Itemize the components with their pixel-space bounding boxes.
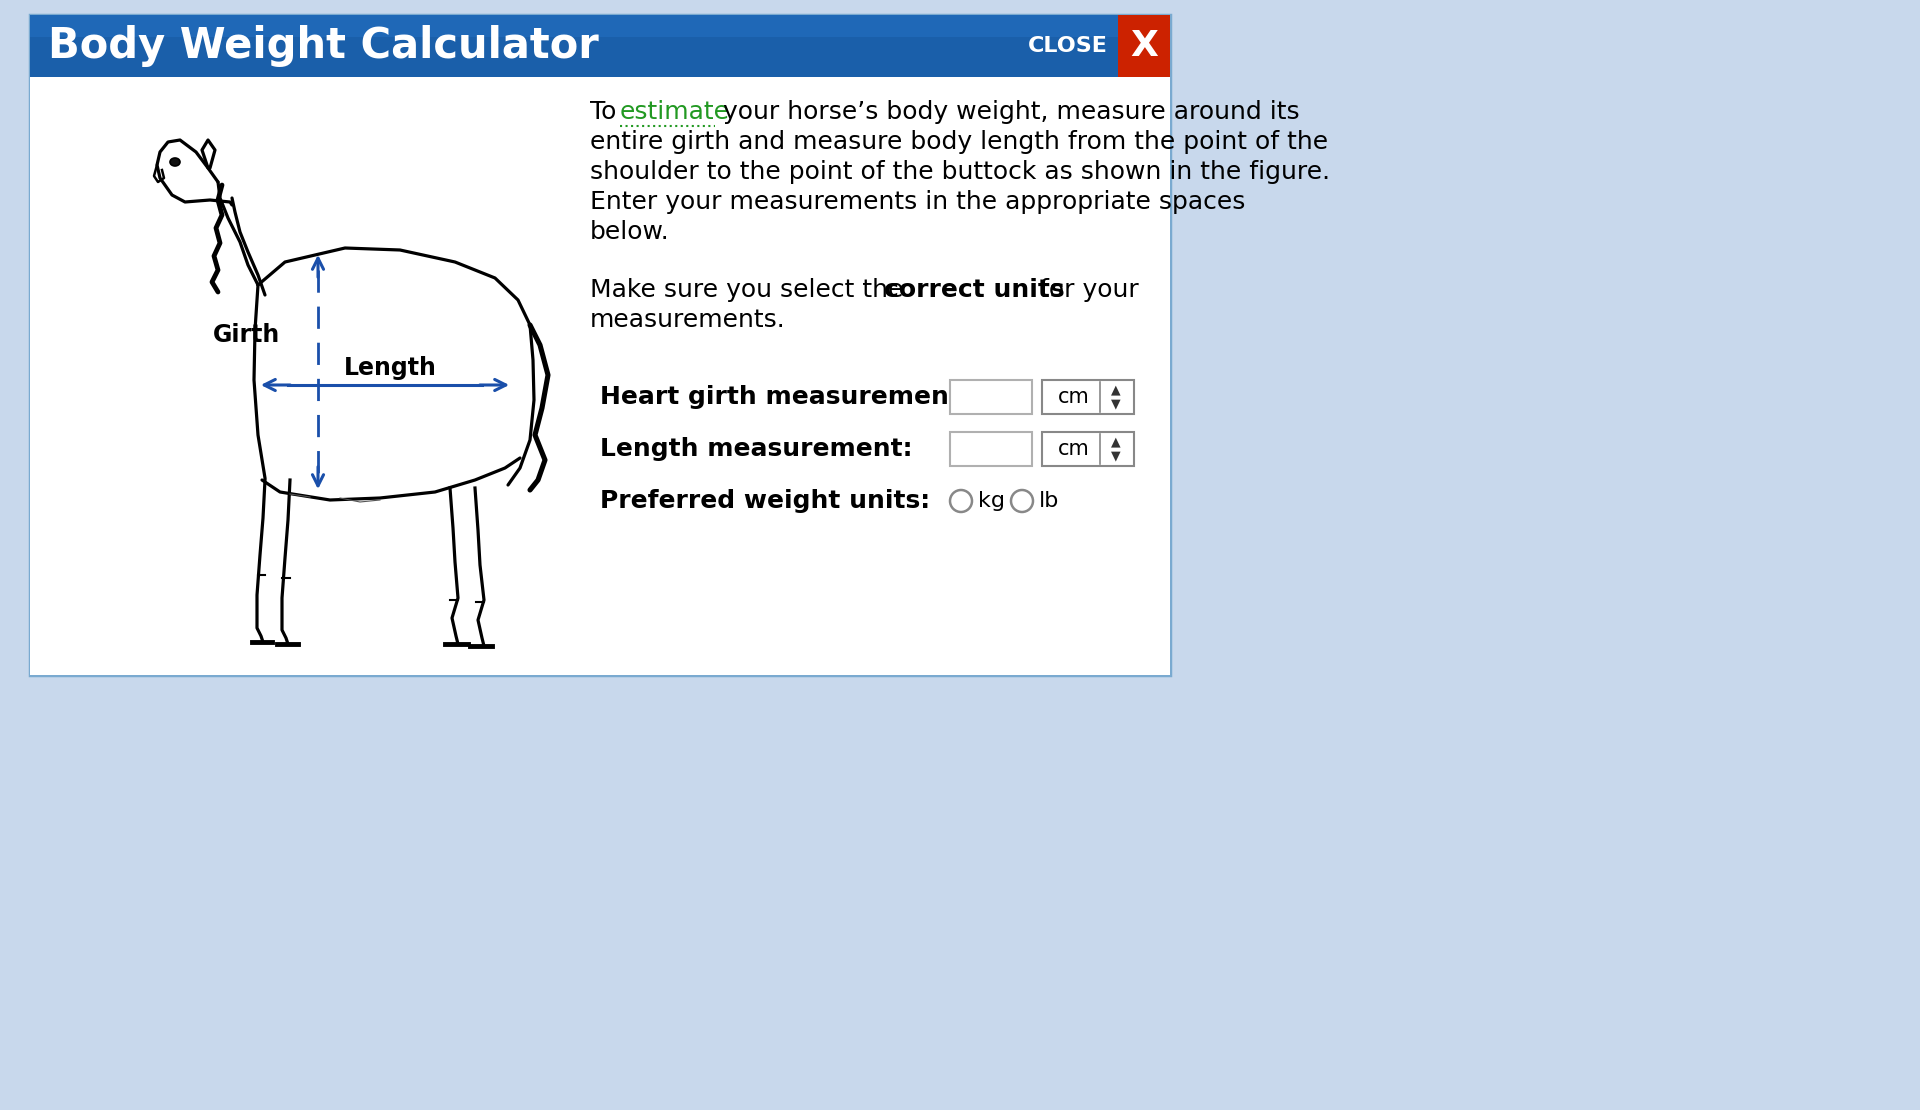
Text: X: X bbox=[1131, 29, 1158, 63]
Bar bbox=[950, 432, 1033, 466]
Bar bbox=[31, 16, 1169, 37]
Text: ▲: ▲ bbox=[1112, 383, 1121, 396]
Text: shoulder to the point of the buttock as shown in the figure.: shoulder to the point of the buttock as … bbox=[589, 160, 1331, 184]
Text: correct units: correct units bbox=[883, 278, 1064, 302]
Bar bbox=[1043, 380, 1135, 414]
Text: Length: Length bbox=[344, 356, 436, 380]
Bar bbox=[31, 77, 1169, 675]
Ellipse shape bbox=[171, 158, 180, 166]
Text: To: To bbox=[589, 100, 624, 124]
Text: Body Weight Calculator: Body Weight Calculator bbox=[48, 26, 599, 67]
Text: Length measurement:: Length measurement: bbox=[599, 437, 912, 461]
Bar bbox=[950, 380, 1033, 414]
Text: Enter your measurements in the appropriate spaces: Enter your measurements in the appropria… bbox=[589, 190, 1246, 214]
Text: kg: kg bbox=[977, 491, 1004, 511]
Text: ▼: ▼ bbox=[1112, 397, 1121, 411]
Text: Preferred weight units:: Preferred weight units: bbox=[599, 490, 929, 513]
Text: entire girth and measure body length from the point of the: entire girth and measure body length fro… bbox=[589, 130, 1329, 154]
Text: measurements.: measurements. bbox=[589, 307, 785, 332]
Text: Heart girth measurement:: Heart girth measurement: bbox=[599, 385, 972, 408]
Text: CLOSE: CLOSE bbox=[1027, 36, 1108, 56]
Text: below.: below. bbox=[589, 220, 670, 244]
Bar bbox=[1043, 432, 1135, 466]
Text: your horse’s body weight, measure around its: your horse’s body weight, measure around… bbox=[714, 100, 1300, 124]
Text: ▲: ▲ bbox=[1112, 435, 1121, 448]
Text: ▼: ▼ bbox=[1112, 450, 1121, 463]
Text: for your: for your bbox=[1033, 278, 1139, 302]
Text: cm: cm bbox=[1058, 438, 1091, 460]
Bar bbox=[31, 16, 1169, 675]
Text: estimate: estimate bbox=[620, 100, 730, 124]
Bar bbox=[31, 16, 1169, 77]
Text: cm: cm bbox=[1058, 387, 1091, 407]
Text: Make sure you select the: Make sure you select the bbox=[589, 278, 912, 302]
Bar bbox=[1117, 16, 1169, 77]
Text: lb: lb bbox=[1039, 491, 1060, 511]
Text: Girth: Girth bbox=[213, 323, 280, 347]
